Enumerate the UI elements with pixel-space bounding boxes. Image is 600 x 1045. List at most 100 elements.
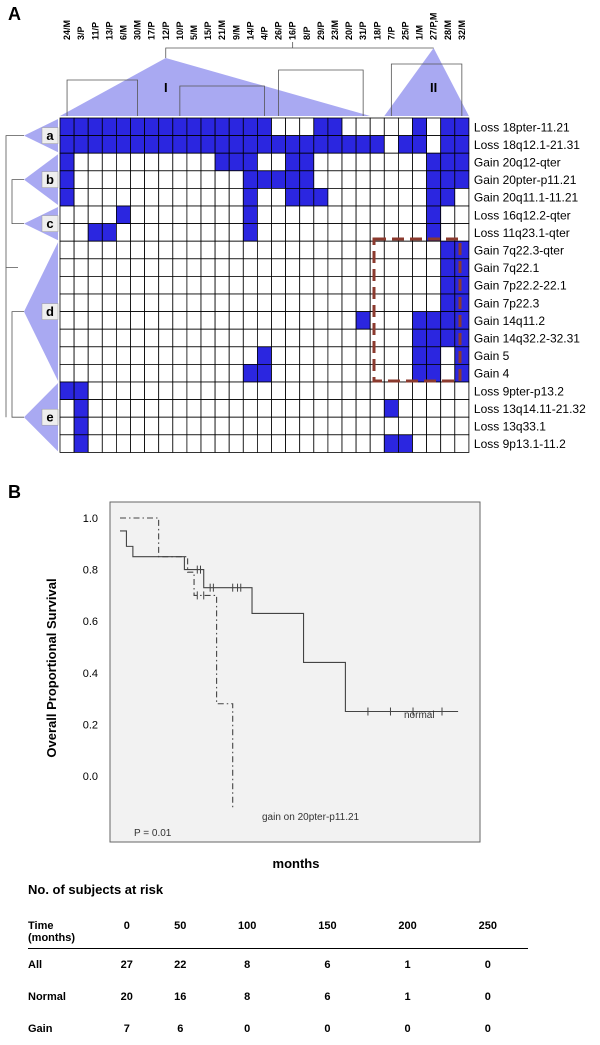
cell-empty: [200, 346, 216, 365]
cell-empty: [130, 187, 146, 207]
row-cluster-triangle: [24, 119, 58, 153]
cell-empty: [116, 381, 131, 401]
cell-filled: [440, 328, 456, 348]
cell-empty: [285, 293, 301, 313]
cell-empty: [256, 434, 272, 453]
row-label: Gain 7q22.1: [474, 261, 540, 275]
cell-empty: [200, 328, 216, 348]
cell-empty: [214, 328, 230, 348]
cell-filled: [313, 117, 329, 137]
cell-filled: [440, 311, 456, 330]
cell-empty: [355, 328, 371, 348]
cell-empty: [87, 293, 103, 313]
column-label: 3/P: [76, 26, 86, 40]
cell-empty: [383, 293, 399, 313]
cell-filled: [412, 346, 428, 365]
cell-empty: [228, 240, 244, 260]
cell-empty: [186, 293, 202, 313]
column-label: 29/P: [316, 21, 326, 40]
cell-empty: [59, 293, 75, 313]
risk-cell: 22: [174, 959, 187, 971]
column-label: 1/M: [415, 25, 425, 40]
cell-empty: [144, 275, 160, 295]
cell-empty: [299, 258, 315, 277]
column-label: 13/P: [104, 21, 114, 40]
cell-empty: [101, 328, 117, 348]
cell-filled: [412, 311, 428, 330]
cell-empty: [412, 293, 428, 313]
cell-empty: [130, 311, 146, 330]
column-label: 5/M: [189, 25, 199, 40]
cell-empty: [186, 381, 202, 401]
cell-empty: [256, 205, 272, 225]
cell-empty: [271, 293, 287, 313]
cell-empty: [285, 363, 301, 383]
cell-empty: [214, 311, 230, 330]
column-label: 17/P: [147, 21, 157, 40]
risk-cell: 27: [120, 959, 133, 971]
cell-empty: [341, 152, 357, 172]
cell-empty: [73, 258, 89, 277]
cell-filled: [101, 223, 117, 242]
cell-empty: [313, 311, 329, 330]
cell-filled: [383, 434, 399, 453]
cell-empty: [327, 293, 343, 313]
cell-empty: [285, 117, 301, 137]
cell-filled: [116, 205, 131, 225]
column-label: 30/M: [133, 20, 143, 40]
cell-empty: [87, 399, 103, 418]
y-tick-labels: 1.0 0.8 0.6 0.4 0.2 0.0: [83, 513, 98, 783]
cell-empty: [341, 346, 357, 365]
cell-empty: [144, 311, 160, 330]
cell-empty: [130, 258, 146, 277]
column-label: 31/P: [358, 21, 368, 40]
cell-empty: [454, 205, 470, 225]
cell-empty: [200, 416, 216, 436]
cell-empty: [172, 152, 188, 172]
cell-empty: [158, 346, 174, 365]
cell-empty: [200, 434, 216, 453]
cell-empty: [271, 416, 287, 436]
cell-filled: [426, 363, 442, 383]
cell-empty: [454, 416, 470, 436]
cell-empty: [87, 187, 103, 207]
time-cell: 100: [237, 920, 257, 932]
cell-empty: [271, 205, 287, 225]
cell-filled: [144, 135, 160, 154]
cell-filled: [73, 434, 89, 453]
cell-filled: [59, 135, 75, 154]
row-label: Loss 13q33.1: [474, 420, 546, 434]
cell-empty: [440, 381, 456, 401]
cell-empty: [256, 293, 272, 313]
cell-empty: [144, 434, 160, 453]
cell-empty: [186, 275, 202, 295]
cell-empty: [101, 205, 117, 225]
cell-empty: [313, 399, 329, 418]
cell-empty: [200, 258, 216, 277]
cell-empty: [397, 328, 413, 348]
panel-b-label: B: [8, 482, 21, 502]
cell-empty: [327, 399, 343, 418]
cell-empty: [383, 346, 399, 365]
cell-empty: [116, 258, 131, 277]
cell-empty: [355, 293, 371, 313]
time-header-line2: (months): [28, 932, 76, 944]
cell-empty: [144, 328, 160, 348]
cell-empty: [59, 399, 75, 418]
column-label: 20/P: [344, 21, 354, 40]
cell-empty: [369, 381, 385, 401]
time-cell: 150: [318, 920, 337, 932]
cell-empty: [412, 240, 428, 260]
cell-filled: [214, 152, 230, 172]
cell-empty: [383, 187, 399, 207]
y-tick-label: 0.4: [83, 668, 98, 680]
cell-empty: [285, 258, 301, 277]
cell-filled: [454, 311, 470, 330]
row-label: Loss 16q12.2-qter: [474, 208, 571, 222]
cell-filled: [412, 135, 428, 154]
cell-filled: [369, 135, 385, 154]
cell-filled: [256, 117, 272, 137]
cell-empty: [313, 434, 329, 453]
cell-empty: [130, 346, 146, 365]
risk-cell: 0: [484, 959, 491, 971]
